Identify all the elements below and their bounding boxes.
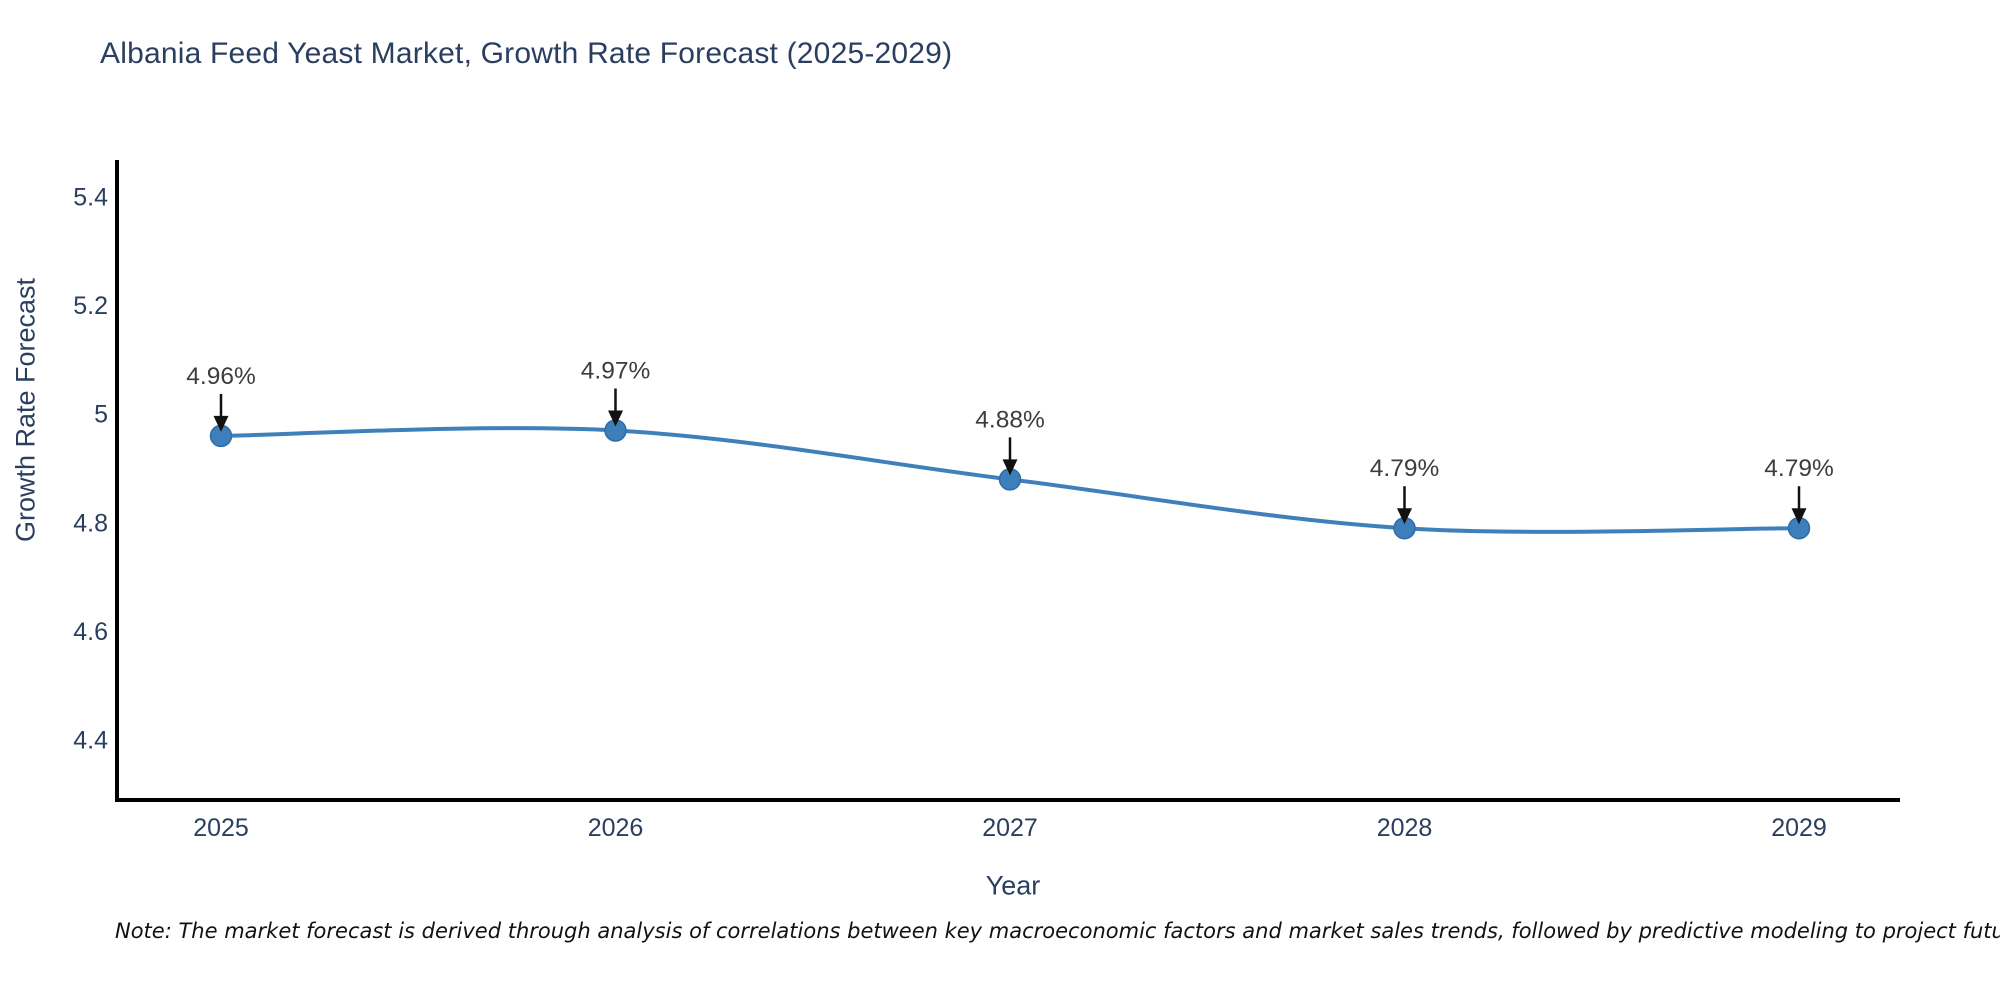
x-tick-label: 2029 — [1771, 814, 1827, 842]
y-tick-label: 5.2 — [73, 292, 108, 320]
y-tick-label: 5 — [94, 401, 108, 429]
x-tick-label: 2028 — [1377, 814, 1433, 842]
x-axis-title: Year — [985, 870, 1041, 901]
x-tick-label: 2025 — [193, 814, 249, 842]
y-tick-label: 4.6 — [73, 618, 108, 646]
x-tick-label: 2027 — [982, 814, 1038, 842]
axis-lines — [115, 160, 1900, 802]
annotation-arrow-head — [608, 410, 623, 427]
annotation-arrow-head — [1002, 459, 1018, 476]
y-tick-label: 5.4 — [73, 184, 108, 212]
footnote: Note: The market forecast is derived thr… — [115, 919, 2000, 943]
chart-title: Albania Feed Yeast Market, Growth Rate F… — [100, 37, 953, 70]
annotation-arrow-head — [1397, 508, 1412, 525]
data-point-label: 4.96% — [186, 363, 255, 390]
data-point-label: 4.79% — [1764, 455, 1833, 482]
y-tick-label: 4.8 — [73, 509, 108, 537]
x-tick-label: 2026 — [588, 814, 644, 842]
annotation-arrow-head — [1791, 508, 1807, 525]
data-point-label: 4.88% — [975, 406, 1044, 433]
data-point-label: 4.79% — [1370, 455, 1439, 482]
data-point-label: 4.97% — [581, 357, 650, 384]
annotation-arrow-head — [213, 415, 229, 432]
y-tick-label: 4.4 — [73, 727, 108, 755]
